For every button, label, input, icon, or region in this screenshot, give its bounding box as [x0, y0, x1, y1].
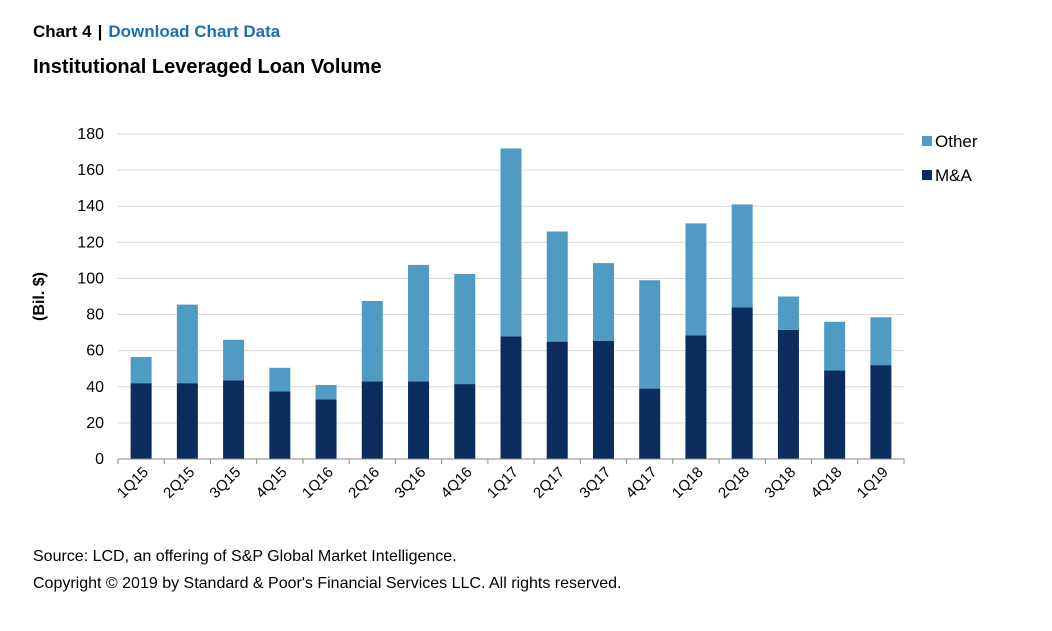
bar-ma — [685, 335, 707, 459]
x-tick-label: 2Q18 — [715, 464, 753, 502]
bar-other — [870, 317, 892, 366]
x-tick-label: 1Q17 — [484, 464, 522, 502]
bar-other — [176, 304, 198, 384]
bar-other — [546, 231, 568, 342]
bar-ma — [315, 399, 337, 459]
legend-label: M&A — [935, 166, 973, 185]
x-tick-label: 4Q17 — [623, 464, 661, 502]
y-tick-label: 160 — [77, 162, 104, 179]
bar-ma — [546, 341, 568, 459]
chart-title: Institutional Leveraged Loan Volume — [33, 56, 382, 78]
x-tick-label: 3Q15 — [206, 464, 244, 502]
y-tick-label: 20 — [86, 415, 104, 432]
header-separator: | — [97, 22, 103, 41]
bar-other — [777, 296, 799, 330]
bar-other — [269, 367, 291, 392]
legend-swatch — [922, 136, 932, 146]
bar-other — [223, 339, 245, 381]
bar-other — [824, 321, 846, 371]
x-tick-label: 4Q18 — [808, 464, 846, 502]
bar-ma — [639, 388, 661, 459]
bar-ma — [408, 381, 430, 459]
y-tick-label: 80 — [86, 307, 104, 324]
y-tick-label: 0 — [95, 451, 104, 468]
y-tick-label: 140 — [77, 198, 104, 215]
bar-ma — [130, 383, 152, 459]
bar-other — [361, 301, 383, 382]
bar-ma — [870, 365, 892, 459]
bar-ma — [223, 380, 245, 459]
x-tick-label: 2Q16 — [345, 464, 383, 502]
source-note: Source: LCD, an offering of S&P Global M… — [33, 548, 457, 565]
bar-other — [408, 264, 430, 382]
x-tick-label: 4Q16 — [438, 464, 476, 502]
y-tick-label: 100 — [77, 270, 104, 287]
y-tick-label: 60 — [86, 343, 104, 360]
bar-other — [130, 356, 152, 384]
x-tick-label: 2Q17 — [530, 464, 568, 502]
y-tick-label: 180 — [77, 126, 104, 143]
bar-ma — [454, 384, 476, 459]
x-tick-label: 1Q18 — [669, 464, 707, 502]
y-axis-label: (Bil. $) — [31, 272, 48, 321]
bar-other — [731, 204, 753, 308]
bar-ma — [500, 336, 522, 459]
bar-other — [639, 280, 661, 389]
x-tick-label: 3Q17 — [576, 464, 614, 502]
x-tick-label: 4Q15 — [253, 464, 291, 502]
x-tick-label: 1Q15 — [114, 464, 152, 502]
copyright-note: Copyright © 2019 by Standard & Poor's Fi… — [33, 575, 622, 592]
x-tick-label: 3Q16 — [391, 464, 429, 502]
bar-ma — [777, 329, 799, 459]
bar-ma — [361, 381, 383, 459]
bar-ma — [269, 391, 291, 459]
bar-ma — [592, 340, 614, 459]
x-tick-label: 2Q15 — [160, 464, 198, 502]
chart-header: Chart 4 | Download Chart Data — [33, 22, 280, 42]
x-tick-label: 1Q19 — [854, 464, 892, 502]
bar-other — [454, 273, 476, 385]
bar-other — [500, 148, 522, 337]
bar-other — [592, 263, 614, 341]
bar-ma — [176, 383, 198, 459]
bar-ma — [824, 370, 846, 459]
chart-number: Chart 4 — [33, 22, 92, 41]
x-tick-label: 3Q18 — [761, 464, 799, 502]
legend-swatch — [922, 170, 932, 180]
download-chart-data-link[interactable]: Download Chart Data — [108, 22, 281, 41]
y-tick-label: 120 — [77, 234, 104, 251]
bar-other — [315, 384, 337, 400]
y-tick-label: 40 — [86, 379, 104, 396]
bar-ma — [731, 307, 753, 459]
x-tick-label: 1Q16 — [299, 464, 337, 502]
legend-label: Other — [935, 132, 978, 151]
bar-other — [685, 223, 707, 336]
